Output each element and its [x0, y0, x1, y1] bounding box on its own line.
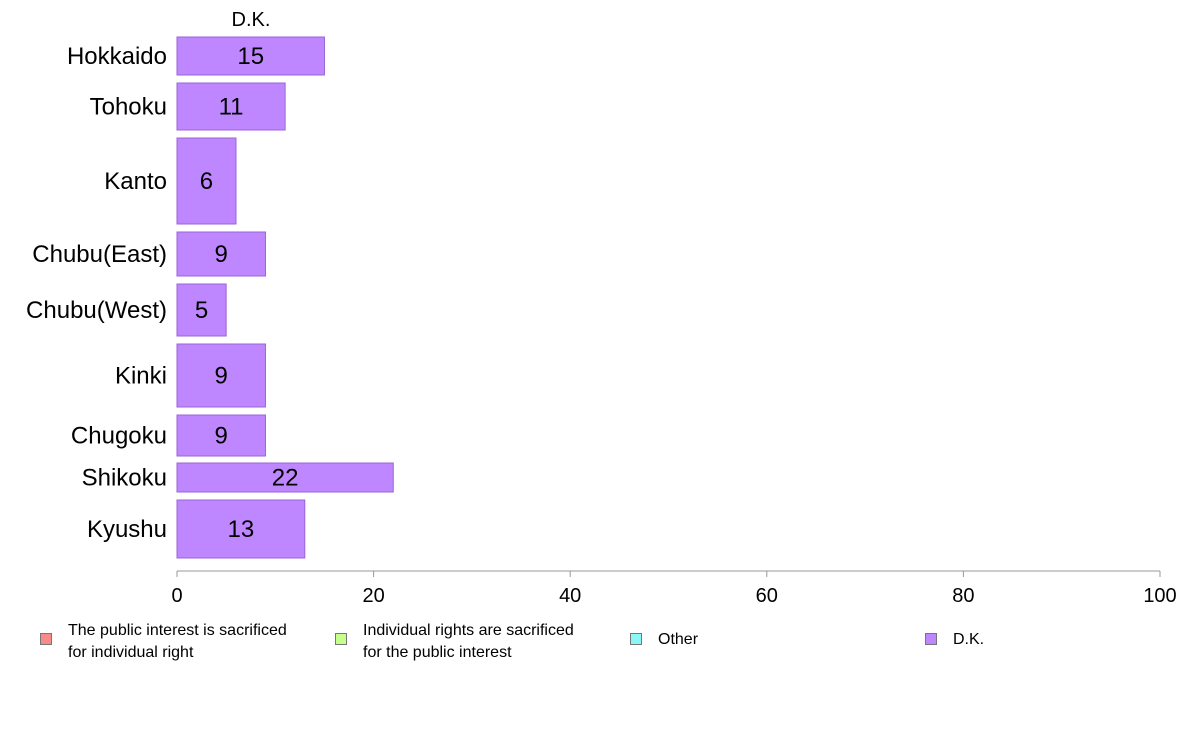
labels-layer: D.K. Hokkaido 15 Tohoku 11 Kanto 6 Chubu(East) 9… — [26, 9, 298, 543]
value-label-tohoku: 11 — [219, 94, 244, 121]
x-tick-label-40: 40 — [559, 585, 581, 607]
value-label-hokkaido: 15 — [237, 43, 264, 70]
category-label-kinki: Kinki — [115, 363, 167, 390]
value-label-chugoku: 9 — [215, 423, 228, 450]
category-label-tohoku: Tohoku — [90, 94, 167, 121]
bar-chubu-east — [176, 231, 266, 277]
x-tick-label-100: 100 — [1143, 585, 1176, 607]
bar-tohoku — [176, 82, 286, 131]
bar-chart: D.K. Hokkaido 15 Tohoku 11 Kanto 6 Chubu(East) 9… — [26, 9, 1177, 607]
category-label-chugoku: Chugoku — [71, 423, 167, 450]
bar-kyushu — [176, 499, 306, 559]
legend-label: The public interest is sacrificed for in… — [68, 622, 287, 661]
bar-shikoku — [176, 462, 394, 493]
x-tick-label-20: 20 — [362, 585, 384, 607]
legend-item-dk: D.K. — [925, 620, 984, 651]
legend-label: Other — [658, 631, 699, 648]
category-label-shikoku: Shikoku — [82, 465, 167, 492]
category-label-chubu-east: Chubu(East) — [32, 241, 167, 268]
value-label-shikoku: 22 — [272, 465, 299, 492]
value-label-kinki: 9 — [215, 363, 228, 390]
value-label-chubu-east: 9 — [215, 241, 228, 268]
x-tick-label-80: 80 — [952, 585, 974, 607]
x-tick-label-0: 0 — [171, 585, 182, 607]
x-tick-label-60: 60 — [756, 585, 778, 607]
legend-item-other: Other — [630, 620, 698, 651]
category-label-hokkaido: Hokkaido — [67, 43, 167, 70]
value-label-kanto: 6 — [200, 168, 213, 195]
category-label-chubu-west: Chubu(West) — [26, 297, 167, 324]
bar-hokkaido — [176, 36, 325, 76]
bars-layer — [176, 36, 394, 559]
value-label-kyushu: 13 — [228, 516, 255, 543]
legend-swatch — [335, 633, 347, 645]
bar-chubu-west — [176, 283, 227, 337]
legend-label: Individual rights are sacrificed for the… — [363, 622, 574, 661]
category-label-kyushu: Kyushu — [87, 516, 167, 543]
legend-swatch — [630, 633, 642, 645]
legend-item-public-interest-sacrificed: The public interest is sacrificed for in… — [40, 620, 287, 664]
bar-kanto — [176, 137, 237, 225]
legend-item-individual-rights-sacrificed: Individual rights are sacrificed for the… — [335, 620, 574, 664]
legend-swatch — [40, 633, 52, 645]
value-label-chubu-west: 5 — [195, 297, 208, 324]
legend-swatch — [925, 633, 937, 645]
x-axis: 0 20 40 60 80 100 — [171, 570, 1177, 607]
bar-chugoku — [176, 414, 266, 457]
category-label-kanto: Kanto — [104, 168, 167, 195]
legend-label: D.K. — [953, 631, 985, 648]
series-name-label: D.K. — [232, 9, 271, 31]
legend: The public interest is sacrificed for in… — [0, 620, 1188, 670]
bar-kinki — [176, 343, 266, 408]
